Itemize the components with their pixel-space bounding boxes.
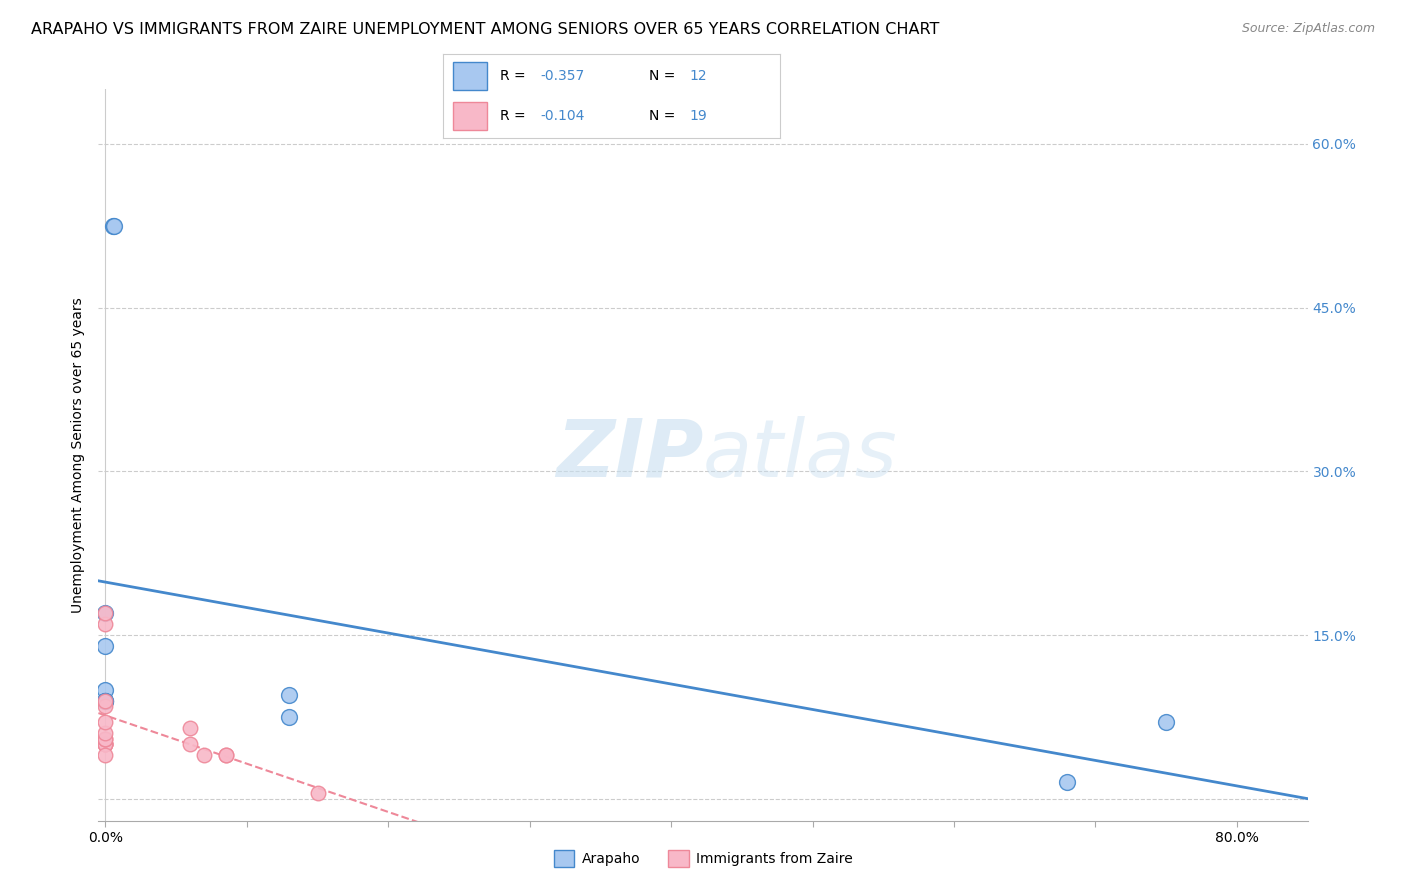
- Text: 19: 19: [689, 109, 707, 123]
- Text: 12: 12: [689, 69, 707, 83]
- Point: [94, 693, 117, 707]
- Point: [94, 726, 117, 740]
- Point: [94, 693, 117, 707]
- Point: [94, 698, 117, 713]
- Point: [94, 737, 117, 751]
- Point: [103, 219, 125, 233]
- Point: [94, 737, 117, 751]
- Point: [179, 737, 201, 751]
- Text: R =: R =: [501, 69, 530, 83]
- Text: ZIP: ZIP: [555, 416, 703, 494]
- Point: [215, 748, 238, 763]
- Y-axis label: Unemployment Among Seniors over 65 years: Unemployment Among Seniors over 65 years: [72, 297, 86, 613]
- Point: [94, 693, 117, 707]
- Point: [94, 737, 117, 751]
- Point: [215, 748, 238, 763]
- Point: [1154, 715, 1177, 730]
- Text: Source: ZipAtlas.com: Source: ZipAtlas.com: [1241, 22, 1375, 36]
- Legend: Arapaho, Immigrants from Zaire: Arapaho, Immigrants from Zaire: [548, 844, 858, 872]
- Text: atlas: atlas: [703, 416, 898, 494]
- Point: [94, 606, 117, 620]
- Point: [94, 715, 117, 730]
- Point: [307, 786, 329, 800]
- Point: [94, 737, 117, 751]
- Point: [94, 693, 117, 707]
- Point: [179, 721, 201, 735]
- FancyBboxPatch shape: [453, 102, 486, 130]
- Point: [94, 731, 117, 746]
- Point: [94, 731, 117, 746]
- Point: [94, 748, 117, 763]
- Text: N =: N =: [648, 69, 679, 83]
- Point: [193, 748, 215, 763]
- Text: -0.357: -0.357: [541, 69, 585, 83]
- Text: -0.104: -0.104: [541, 109, 585, 123]
- Text: N =: N =: [648, 109, 679, 123]
- Point: [278, 710, 301, 724]
- Point: [278, 688, 301, 702]
- FancyBboxPatch shape: [453, 62, 486, 90]
- Text: R =: R =: [501, 109, 530, 123]
- Text: ARAPAHO VS IMMIGRANTS FROM ZAIRE UNEMPLOYMENT AMONG SENIORS OVER 65 YEARS CORREL: ARAPAHO VS IMMIGRANTS FROM ZAIRE UNEMPLO…: [31, 22, 939, 37]
- Point: [94, 606, 117, 620]
- Point: [101, 219, 124, 233]
- Point: [94, 617, 117, 632]
- Point: [94, 682, 117, 697]
- Point: [1056, 775, 1078, 789]
- Point: [94, 639, 117, 653]
